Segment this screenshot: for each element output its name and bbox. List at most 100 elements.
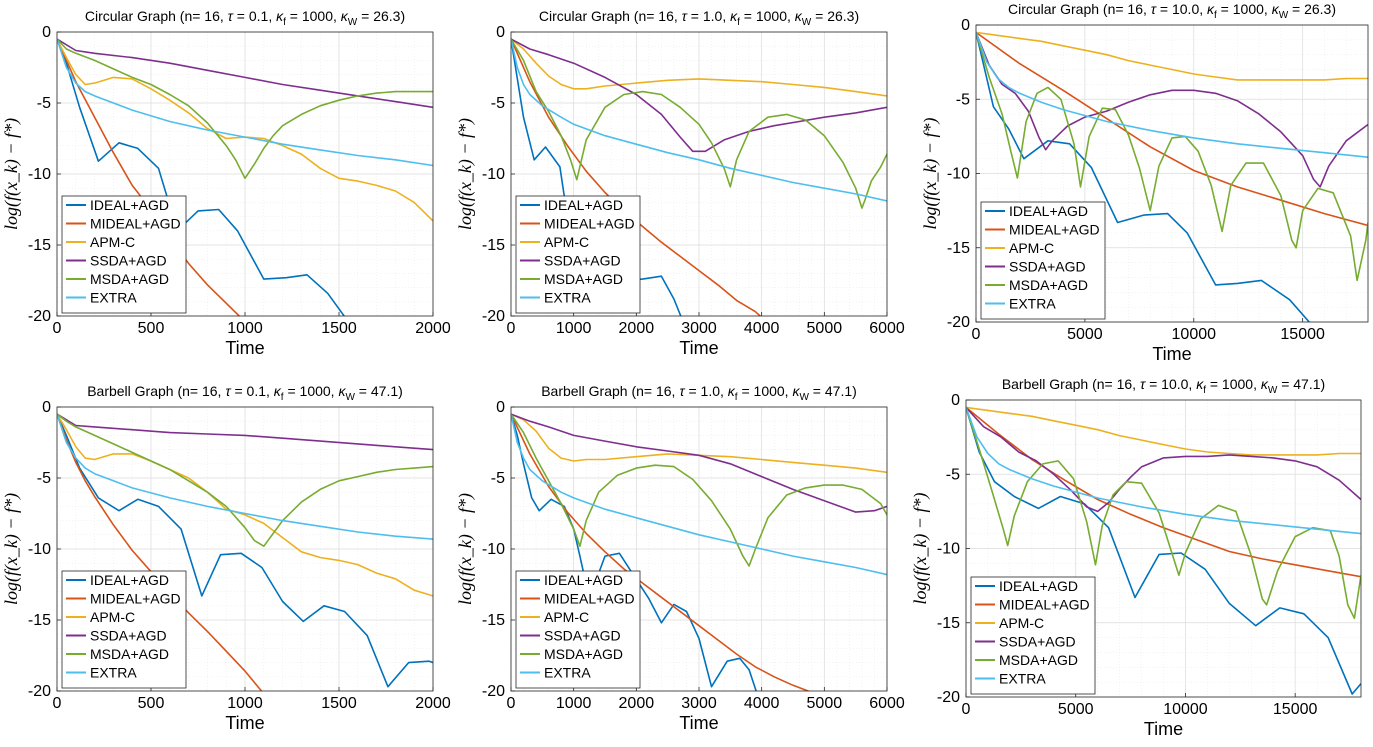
y-tick-label: 0 bbox=[496, 24, 505, 41]
x-tick-label: 0 bbox=[972, 326, 981, 343]
y-tick-label: -15 bbox=[482, 237, 505, 254]
x-tick-label: 10000 bbox=[1172, 326, 1217, 343]
legend-label: IDEAL+AGD bbox=[90, 197, 169, 213]
legend-label: IDEAL+AGD bbox=[1009, 203, 1088, 219]
chart-panel-5: 0 1000 2000 3000 4000 5000 6000 0 -5 -10 -15 -20 Tim… bbox=[455, 383, 905, 733]
y-tick-label: -15 bbox=[28, 612, 51, 629]
x-tick-label: 4000 bbox=[744, 320, 780, 337]
series-line-apm-c bbox=[57, 38, 433, 222]
chart-panel-4: 0 500 1000 1500 2000 0 -5 -10 -15 -20 Time log(f(x_… bbox=[1, 383, 451, 733]
legend-box bbox=[515, 570, 641, 689]
x-axis-label: Time bbox=[679, 713, 718, 733]
series-line-msda-agd bbox=[57, 38, 433, 180]
legend-box bbox=[61, 195, 187, 314]
legend-label: IDEAL+AGD bbox=[999, 578, 1078, 594]
y-tick-label: -5 bbox=[956, 91, 970, 108]
x-tick-label: 1000 bbox=[227, 320, 263, 337]
x-tick-label: 1000 bbox=[556, 320, 592, 337]
series-line-mideal-agd bbox=[511, 38, 762, 316]
legend-label: MIDEAL+AGD bbox=[90, 216, 181, 232]
y-axis-label: log(f(x_k) − f*) bbox=[920, 117, 941, 229]
y-tick-label: -15 bbox=[947, 240, 970, 257]
legend-label: APM-C bbox=[999, 615, 1044, 631]
chart-panel-1: 0 500 1000 1500 2000 0 -5 -10 -15 -20 Time log(f(x_… bbox=[1, 8, 451, 358]
legend-box bbox=[61, 570, 187, 689]
series-line-apm-c bbox=[976, 31, 1368, 81]
series-line-ideal-agd bbox=[511, 413, 757, 691]
x-tick-label: 1500 bbox=[321, 320, 357, 337]
chart-title: Circular Graph (n= 16, τ = 10.0, κf = 10… bbox=[1008, 1, 1336, 21]
series-group bbox=[966, 406, 1361, 695]
x-tick-label: 5000 bbox=[807, 320, 843, 337]
x-tick-label: 3000 bbox=[681, 695, 717, 712]
series-line-ssda-agd bbox=[511, 413, 887, 513]
legend-label: EXTRA bbox=[90, 290, 137, 306]
y-tick-label: -15 bbox=[937, 615, 960, 632]
x-tick-label: 5000 bbox=[1058, 701, 1094, 718]
x-tick-label: 1500 bbox=[321, 695, 357, 712]
y-axis-label: log(f(x_k) − f*) bbox=[1, 118, 22, 230]
x-tick-label: 0 bbox=[507, 320, 516, 337]
y-tick-label: -5 bbox=[491, 470, 505, 487]
series-line-extra bbox=[976, 32, 1368, 158]
series-line-msda-agd bbox=[966, 407, 1361, 620]
series-line-apm-c bbox=[966, 406, 1361, 456]
series-line-msda-agd bbox=[511, 38, 887, 209]
legend-label: EXTRA bbox=[999, 671, 1046, 687]
y-tick-label: -20 bbox=[28, 683, 51, 700]
series-line-extra bbox=[966, 407, 1361, 535]
y-tick-label: -20 bbox=[482, 683, 505, 700]
legend-label: MSDA+AGD bbox=[90, 646, 169, 662]
y-tick-label: 0 bbox=[961, 17, 970, 34]
x-tick-label: 0 bbox=[53, 695, 62, 712]
chart-panel-3: 0 5000 10000 15000 0 -5 -10 -15 -20 Time log(f(x_k… bbox=[920, 1, 1369, 364]
legend-label: APM-C bbox=[544, 609, 589, 625]
legend-label: APM-C bbox=[544, 234, 589, 250]
series-line-ssda-agd bbox=[966, 406, 1361, 513]
y-tick-label: -5 bbox=[37, 470, 51, 487]
x-tick-label: 5000 bbox=[1067, 326, 1103, 343]
legend-label: SSDA+AGD bbox=[90, 253, 167, 269]
legend-label: MIDEAL+AGD bbox=[999, 597, 1090, 613]
chart-title: Barbell Graph (n= 16, τ = 10.0, κf = 100… bbox=[1002, 376, 1325, 396]
series-group bbox=[57, 413, 433, 691]
y-tick-label: -10 bbox=[937, 541, 960, 558]
x-tick-label: 2000 bbox=[619, 695, 655, 712]
x-tick-label: 6000 bbox=[869, 695, 905, 712]
legend-label: EXTRA bbox=[544, 290, 591, 306]
y-tick-label: -10 bbox=[28, 166, 51, 183]
legend-box bbox=[515, 195, 641, 314]
y-axis-label: log(f(x_k) − f*) bbox=[455, 493, 476, 605]
legend-label: MSDA+AGD bbox=[544, 271, 623, 287]
legend-label: SSDA+AGD bbox=[90, 628, 167, 644]
chart-title: Barbell Graph (n= 16, τ = 1.0, κf = 1000… bbox=[541, 383, 857, 403]
legend-label: MSDA+AGD bbox=[544, 646, 623, 662]
x-tick-label: 2000 bbox=[415, 320, 451, 337]
legend-label: MIDEAL+AGD bbox=[1009, 222, 1100, 238]
series-line-msda-agd bbox=[511, 413, 887, 567]
series-line-ssda-agd bbox=[976, 32, 1368, 188]
y-tick-label: 0 bbox=[42, 399, 51, 416]
series-line-extra bbox=[57, 413, 433, 540]
chart-title: Circular Graph (n= 16, τ = 0.1, κf = 100… bbox=[85, 8, 405, 28]
x-tick-label: 5000 bbox=[807, 695, 843, 712]
legend-label: MIDEAL+AGD bbox=[90, 591, 181, 607]
x-tick-label: 2000 bbox=[619, 320, 655, 337]
chart-panel-2: 0 1000 2000 3000 4000 5000 6000 0 -5 -10 -15 -20 Tim… bbox=[455, 8, 905, 358]
y-axis-label: log(f(x_k) − f*) bbox=[455, 118, 476, 230]
x-tick-label: 0 bbox=[507, 695, 516, 712]
series-line-ssda-agd bbox=[57, 38, 433, 109]
legend-label: APM-C bbox=[90, 234, 135, 250]
x-tick-label: 500 bbox=[138, 320, 165, 337]
series-line-msda-agd bbox=[57, 413, 433, 548]
y-axis-label: log(f(x_k) − f*) bbox=[910, 492, 931, 604]
y-tick-label: -5 bbox=[491, 95, 505, 112]
x-tick-label: 3000 bbox=[681, 320, 717, 337]
x-axis-label: Time bbox=[1152, 344, 1191, 364]
y-tick-label: -20 bbox=[28, 308, 51, 325]
x-axis-label: Time bbox=[1144, 719, 1183, 739]
legend-label: MSDA+AGD bbox=[90, 271, 169, 287]
legend-label: EXTRA bbox=[1009, 296, 1056, 312]
legend-label: SSDA+AGD bbox=[544, 628, 621, 644]
